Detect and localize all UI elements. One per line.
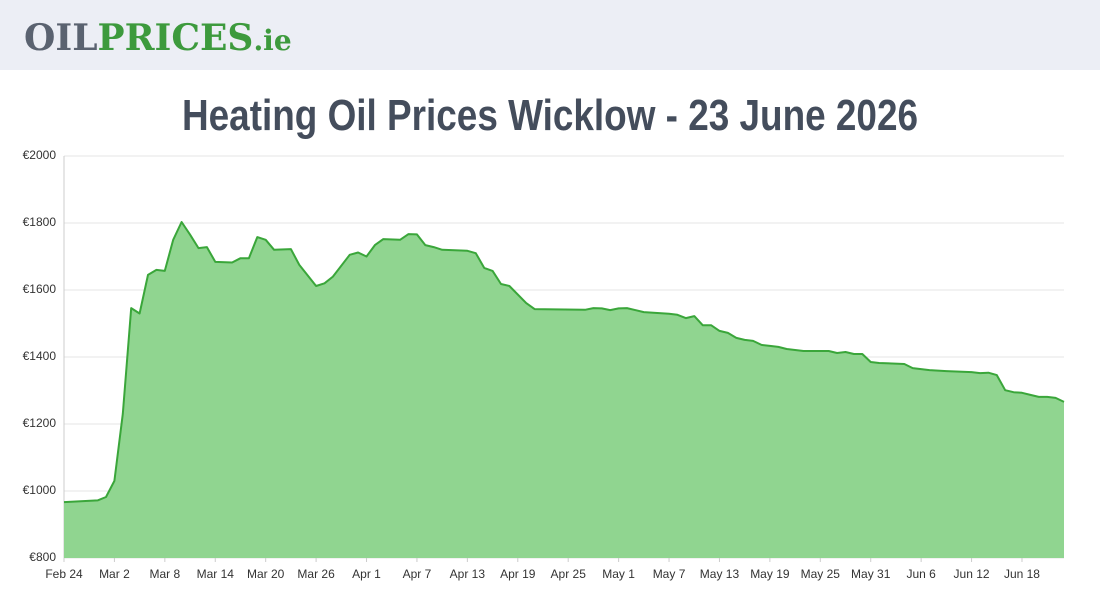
x-tick-label: Mar 20 [247,567,285,581]
x-tick-label: Jun 12 [954,567,990,581]
logo-part: .ie [253,24,291,57]
x-tick-label: Jun 18 [1004,567,1040,581]
x-tick-label: Mar 26 [297,567,335,581]
y-tick-label: €800 [29,550,56,564]
area [64,222,1064,558]
y-tick-label: €1400 [23,349,57,363]
y-tick-label: €1200 [23,416,57,430]
x-tick-label: Apr 7 [403,567,432,581]
x-tick-label: Apr 19 [500,567,536,581]
y-tick-label: €1600 [23,282,57,296]
line [63,221,1065,504]
chart-title: Heating Oil Prices Wicklow - 23 June 202… [182,91,918,140]
x-tick-label: May 1 [602,567,635,581]
x-tick-label: May 7 [653,567,686,581]
logo-part: OIL [24,17,98,59]
x-tick-label: Mar 8 [149,567,180,581]
x-tick-label: Feb 24 [45,567,83,581]
x-tick-label: May 13 [700,567,740,581]
x-tick-label: Apr 13 [450,567,486,581]
x-tick-label: Mar 2 [99,567,130,581]
y-tick-label: €1800 [23,215,57,229]
x-tick-label: Mar 14 [197,567,235,581]
x-tick-label: May 31 [851,567,891,581]
logo-part: PRICES [98,17,254,59]
y-tick-label: €2000 [23,148,57,162]
x-tick-label: Jun 6 [906,567,936,581]
y-tick-label: €1000 [23,483,57,497]
x-tick-label: Apr 25 [551,567,587,581]
x-tick-label: May 25 [801,567,841,581]
header-bar [0,0,1100,70]
logo[interactable]: OILPRICES.ie [24,17,292,59]
x-tick-label: May 19 [750,567,790,581]
x-tick-label: Apr 1 [352,567,381,581]
